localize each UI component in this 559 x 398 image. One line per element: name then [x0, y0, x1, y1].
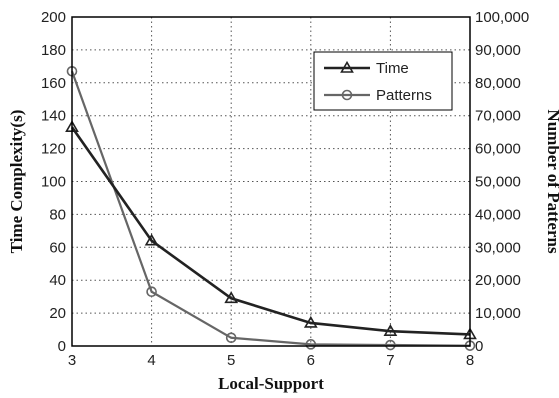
- y-tick-label: 20: [49, 305, 66, 322]
- data-point: [305, 339, 317, 350]
- y-tick-label: 140: [41, 108, 66, 125]
- y-tick-label: 100: [41, 174, 66, 191]
- series-line: [70, 70, 471, 347]
- y-tick-label: 40: [49, 272, 66, 289]
- y2-tick-label: 50,000: [475, 174, 521, 191]
- legend-box: [313, 51, 453, 111]
- data-point: [144, 233, 159, 246]
- x-tick-label: 4: [147, 352, 155, 369]
- y2-tick-label: 0: [475, 338, 483, 355]
- y2-tick-label: 10,000: [475, 305, 521, 322]
- y-tick-label: 200: [41, 9, 66, 26]
- data-point: [224, 291, 239, 304]
- x-tick-label: 3: [68, 352, 76, 369]
- left-axis-ticks: 0 20 40 60 80 100 120 140 160 180 200: [41, 9, 66, 355]
- series-time: [65, 120, 477, 340]
- plot-frame: [71, 16, 471, 347]
- data-point: [225, 332, 237, 344]
- y2-tick-label: 20,000: [475, 272, 521, 289]
- data-point: [385, 339, 396, 351]
- y-tick-label: 0: [58, 338, 66, 355]
- y-tick-label: 160: [41, 75, 66, 92]
- legend-label: Time: [376, 60, 409, 77]
- data-point: [303, 315, 318, 328]
- x-tick-label: 7: [386, 352, 394, 369]
- y2-tick-label: 70,000: [475, 108, 521, 125]
- data-point: [341, 89, 353, 101]
- series-layer: [65, 65, 477, 351]
- y-axis-label: Time Complexity(s): [7, 110, 26, 254]
- x-tick-label: 6: [307, 352, 315, 369]
- data-point: [340, 60, 354, 73]
- y-tick-label: 80: [49, 206, 66, 223]
- y2-tick-label: 30,000: [475, 239, 521, 256]
- y2-tick-label: 80,000: [475, 75, 521, 92]
- x-tick-label: 8: [466, 352, 474, 369]
- data-point: [383, 324, 398, 336]
- x-axis-label: Local-Support: [218, 374, 324, 393]
- y-tick-label: 120: [41, 141, 66, 158]
- data-point: [146, 286, 157, 298]
- x-tick-label: 5: [227, 352, 235, 369]
- legend-label: Patterns: [376, 87, 432, 104]
- y-tick-label: 180: [41, 42, 66, 59]
- y2-tick-label: 40,000: [475, 206, 521, 223]
- y-tick-label: 60: [49, 239, 66, 256]
- y2-tick-label: 100,000: [475, 9, 529, 26]
- y2-tick-label: 60,000: [475, 141, 521, 158]
- series-line: [70, 126, 471, 336]
- x-axis-ticks: 3 4 5 6 7 8: [68, 352, 474, 369]
- legend: Time Patterns: [313, 51, 453, 111]
- y2-tick-label: 90,000: [475, 42, 521, 59]
- secondary-y-axis-label: Number of Patterns: [544, 109, 559, 254]
- right-axis-ticks: 0 10,000 20,000 30,000 40,000 50,000 60,000 70,…: [475, 9, 529, 355]
